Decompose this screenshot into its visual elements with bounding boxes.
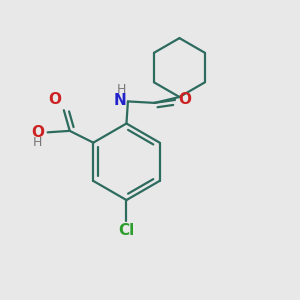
- Text: N: N: [114, 93, 126, 108]
- Text: O: O: [32, 125, 45, 140]
- Text: H: H: [117, 83, 126, 96]
- Text: O: O: [48, 92, 61, 107]
- Text: Cl: Cl: [118, 223, 135, 238]
- Text: H: H: [33, 136, 42, 149]
- Text: O: O: [178, 92, 192, 107]
